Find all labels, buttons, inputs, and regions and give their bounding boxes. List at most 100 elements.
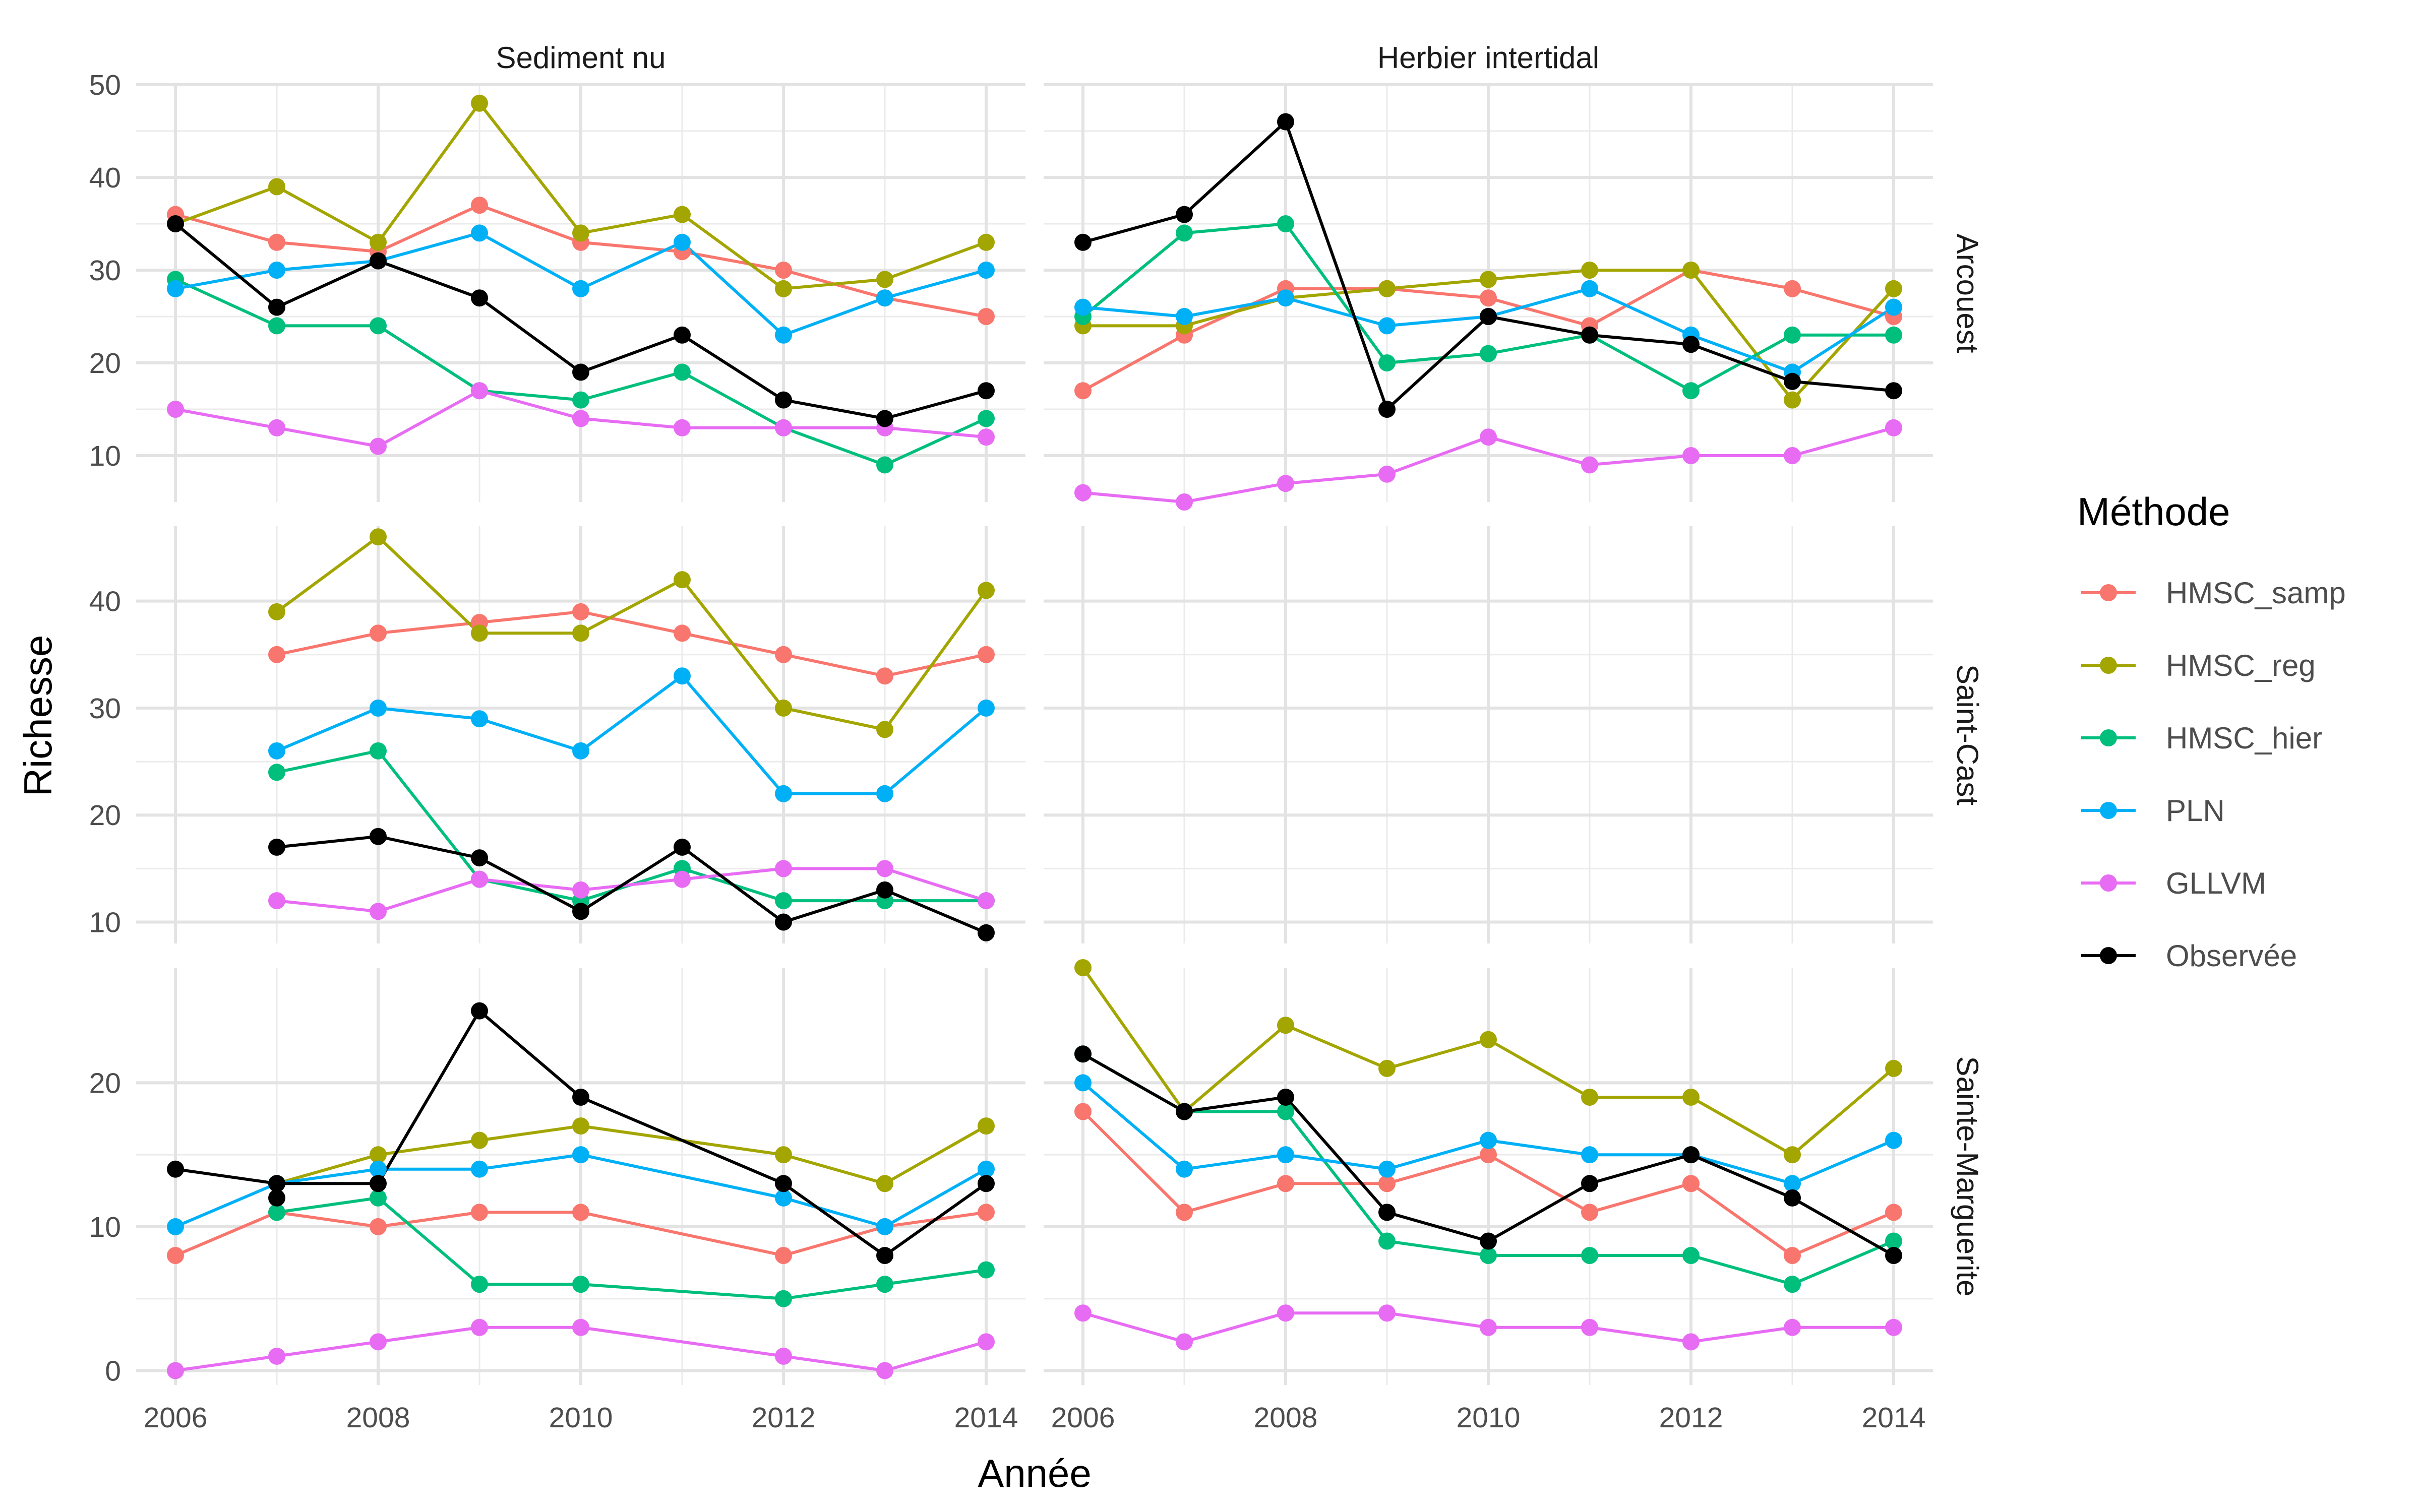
x-tick-label: 2008 <box>346 1402 410 1434</box>
legend: HMSC_samp HMSC_reg HMSC_hier PLN GLLVM Observ… <box>2081 576 2346 973</box>
row-strip-arcouest: Arcouest <box>1951 234 1984 353</box>
data-point-gllvm <box>876 860 893 877</box>
data-point-hmsc-hier <box>1277 215 1294 232</box>
data-point-hmsc-reg <box>876 1175 893 1192</box>
data-point-gllvm <box>572 1318 589 1336</box>
data-point-gllvm <box>167 1362 184 1379</box>
data-point-hmsc-reg <box>1581 1088 1598 1106</box>
data-point-gllvm <box>1176 493 1193 511</box>
data-point-gllvm <box>978 1333 995 1351</box>
data-point-hmsc-hier <box>876 1276 893 1293</box>
legend-point-observee <box>2100 947 2117 964</box>
legend-point-hmsc-hier <box>2100 729 2117 746</box>
data-point-hmsc-hier <box>1581 1247 1598 1265</box>
data-point-observee <box>471 849 488 867</box>
data-point-hmsc-samp <box>978 1204 995 1221</box>
data-point-gllvm <box>268 1347 285 1365</box>
data-point-hmsc-samp <box>1480 289 1497 307</box>
data-point-gllvm <box>1480 1318 1497 1336</box>
data-point-hmsc-samp <box>268 646 285 663</box>
legend-label-hmsc-samp: HMSC_samp <box>2166 576 2346 610</box>
legend-label-observee: Observée <box>2166 939 2297 973</box>
x-tick-label: 2008 <box>1254 1402 1318 1434</box>
data-point-hmsc-reg <box>1378 280 1396 297</box>
data-point-hmsc-samp <box>167 1247 184 1265</box>
data-point-hmsc-samp <box>1277 1175 1294 1192</box>
data-point-hmsc-hier <box>1277 1103 1294 1120</box>
data-point-pln <box>167 1218 184 1235</box>
data-point-gllvm <box>471 1318 488 1336</box>
data-point-gllvm <box>1480 428 1497 446</box>
data-point-hmsc-reg <box>1682 262 1700 279</box>
data-point-observee <box>775 913 792 931</box>
data-point-hmsc-samp <box>978 646 995 663</box>
data-point-hmsc-reg <box>471 94 488 112</box>
data-point-gllvm <box>370 437 387 455</box>
data-point-hmsc-samp <box>775 262 792 279</box>
data-point-pln <box>775 785 792 802</box>
data-point-hmsc-reg <box>471 624 488 642</box>
panel-sainte-marguerite-herbier-intertidal: 2006 2008 2010 2012 2014 <box>1044 959 1933 1434</box>
data-point-observee <box>471 289 488 307</box>
data-point-hmsc-hier <box>268 317 285 335</box>
data-point-hmsc-samp <box>876 667 893 685</box>
data-point-pln <box>1074 298 1092 316</box>
data-point-hmsc-hier <box>1176 224 1193 242</box>
data-point-pln <box>674 667 691 685</box>
data-point-hmsc-hier <box>370 742 387 760</box>
data-point-observee <box>1581 1175 1598 1192</box>
data-point-observee <box>1176 206 1193 223</box>
data-point-hmsc-samp <box>1682 1175 1700 1192</box>
data-point-hmsc-reg <box>876 271 893 288</box>
y-tick-label: 30 <box>89 255 121 287</box>
data-point-gllvm <box>370 1333 387 1351</box>
data-point-gllvm <box>167 401 184 418</box>
data-point-gllvm <box>1885 419 1902 436</box>
panel-sainte-marguerite-sediment-nu: 0 10 20 2006 2008 2010 2012 2014 <box>89 968 1025 1434</box>
legend-point-hmsc-samp <box>2100 584 2117 601</box>
data-point-gllvm <box>1581 456 1598 474</box>
data-point-hmsc-hier <box>370 317 387 335</box>
series-line-hmsc-reg <box>276 535 988 731</box>
x-tick-label: 2006 <box>1051 1402 1115 1434</box>
x-tick-label: 2014 <box>954 1402 1018 1434</box>
data-point-hmsc-samp <box>572 603 589 620</box>
data-point-observee <box>268 1189 285 1207</box>
x-tick-label: 2010 <box>1457 1402 1521 1434</box>
data-point-gllvm <box>978 428 995 446</box>
data-point-pln <box>167 280 184 297</box>
panels-layer: Sediment nu Herbier intertidal Arcouest Sai… <box>89 41 1984 1434</box>
data-point-hmsc-reg <box>775 280 792 297</box>
data-point-hmsc-hier <box>674 363 691 381</box>
column-strip-sediment-nu: Sediment nu <box>496 41 666 75</box>
data-point-hmsc-samp <box>471 197 488 214</box>
data-point-hmsc-reg <box>370 233 387 251</box>
data-point-observee <box>978 1175 995 1192</box>
data-point-observee <box>1074 1045 1092 1063</box>
data-point-pln <box>572 742 589 760</box>
data-point-pln <box>1176 308 1193 325</box>
data-point-observee <box>572 1088 589 1106</box>
data-point-gllvm <box>775 1347 792 1365</box>
data-point-hmsc-hier <box>1682 382 1700 400</box>
data-point-hmsc-hier <box>1885 1232 1902 1250</box>
data-point-observee <box>1784 372 1801 390</box>
data-point-pln <box>370 699 387 717</box>
data-point-hmsc-samp <box>1176 1204 1193 1221</box>
data-point-hmsc-reg <box>978 582 995 599</box>
x-tick-label: 2012 <box>1659 1402 1723 1434</box>
data-point-gllvm <box>1277 475 1294 492</box>
data-point-pln <box>978 262 995 279</box>
data-point-hmsc-samp <box>1885 1204 1902 1221</box>
data-point-gllvm <box>1784 447 1801 464</box>
data-point-hmsc-samp <box>471 1204 488 1221</box>
legend-label-gllvm: GLLVM <box>2166 866 2266 900</box>
data-point-hmsc-samp <box>370 624 387 642</box>
x-tick-label: 2006 <box>144 1402 208 1434</box>
series-line-observee <box>276 835 987 934</box>
data-point-hmsc-hier <box>1480 1247 1497 1265</box>
data-point-hmsc-samp <box>1074 1103 1092 1120</box>
data-point-observee <box>1277 1088 1294 1106</box>
data-point-hmsc-reg <box>674 206 691 223</box>
y-tick-label: 50 <box>89 69 121 101</box>
